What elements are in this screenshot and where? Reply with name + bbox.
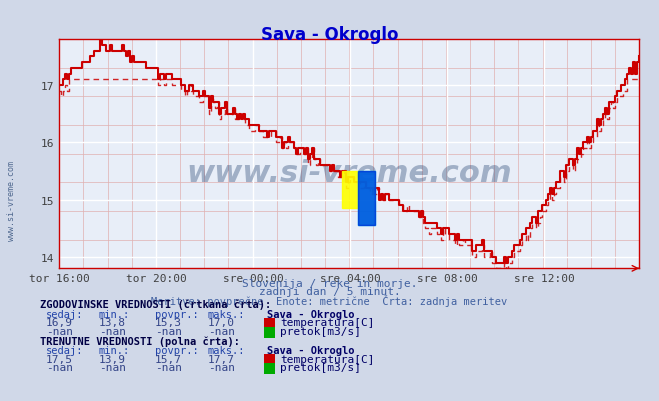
Text: -nan: -nan xyxy=(46,326,73,336)
Bar xyxy=(358,172,374,226)
Text: 13,8: 13,8 xyxy=(99,318,126,328)
Text: -nan: -nan xyxy=(155,363,182,373)
Text: 17,0: 17,0 xyxy=(208,318,235,328)
Text: pretok[m3/s]: pretok[m3/s] xyxy=(280,326,361,336)
Text: -nan: -nan xyxy=(155,326,182,336)
Text: povpr.:: povpr.: xyxy=(155,309,198,319)
Text: 17,5: 17,5 xyxy=(46,354,73,364)
Text: 15,7: 15,7 xyxy=(155,354,182,364)
Text: ZGODOVINSKE VREDNOSTI (črtkana črta):: ZGODOVINSKE VREDNOSTI (črtkana črta): xyxy=(40,298,271,309)
Text: temperatura[C]: temperatura[C] xyxy=(280,318,374,328)
Text: -nan: -nan xyxy=(99,363,126,373)
Bar xyxy=(358,172,374,226)
Text: -nan: -nan xyxy=(99,326,126,336)
Text: www.si-vreme.com: www.si-vreme.com xyxy=(7,160,16,241)
Bar xyxy=(342,172,358,209)
Text: temperatura[C]: temperatura[C] xyxy=(280,354,374,364)
Text: -nan: -nan xyxy=(208,326,235,336)
Text: 13,9: 13,9 xyxy=(99,354,126,364)
Text: zadnji dan / 5 minut.: zadnji dan / 5 minut. xyxy=(258,287,401,297)
Text: Sava - Okroglo: Sava - Okroglo xyxy=(267,345,355,355)
Text: 17,7: 17,7 xyxy=(208,354,235,364)
Text: www.si-vreme.com: www.si-vreme.com xyxy=(186,158,512,187)
Text: Sava - Okroglo: Sava - Okroglo xyxy=(267,309,355,319)
Text: Sava - Okroglo: Sava - Okroglo xyxy=(261,26,398,44)
Text: maks.:: maks.: xyxy=(208,309,245,319)
Text: maks.:: maks.: xyxy=(208,345,245,355)
Text: sedaj:: sedaj: xyxy=(46,309,84,319)
Text: sedaj:: sedaj: xyxy=(46,345,84,355)
Text: -nan: -nan xyxy=(208,363,235,373)
Text: povpr.:: povpr.: xyxy=(155,345,198,355)
Text: min.:: min.: xyxy=(99,345,130,355)
Text: Meritve: povprečne  Enote: metrične  Črta: zadnja meritev: Meritve: povprečne Enote: metrične Črta:… xyxy=(152,295,507,307)
Text: Slovenija / reke in morje.: Slovenija / reke in morje. xyxy=(242,279,417,289)
Text: pretok[m3/s]: pretok[m3/s] xyxy=(280,363,361,373)
Text: 15,3: 15,3 xyxy=(155,318,182,328)
Text: min.:: min.: xyxy=(99,309,130,319)
Text: -nan: -nan xyxy=(46,363,73,373)
Text: 16,9: 16,9 xyxy=(46,318,73,328)
Text: TRENUTNE VREDNOSTI (polna črta):: TRENUTNE VREDNOSTI (polna črta): xyxy=(40,335,239,346)
